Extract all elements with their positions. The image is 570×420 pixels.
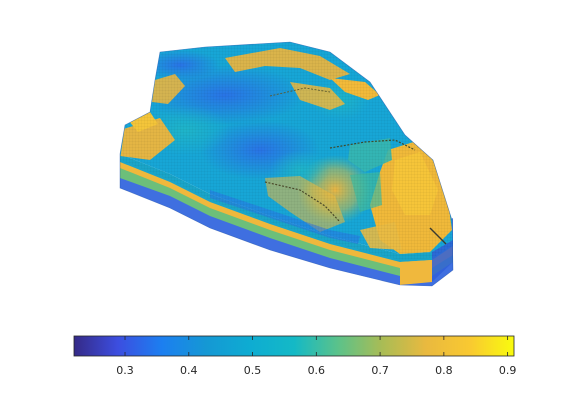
colorbar-tick-label: 0.8 — [435, 364, 453, 377]
fault-ridge-2 — [329, 139, 416, 151]
colorbar-ticks: 0.3 0.4 0.5 0.6 0.7 0.8 0.9 — [116, 336, 516, 377]
colorbar-tick-label: 0.5 — [244, 364, 262, 377]
colorbar-tick-label: 0.4 — [180, 364, 198, 377]
colorbar-gradient — [74, 336, 514, 356]
colorbar: 0.3 0.4 0.5 0.6 0.7 0.8 0.9 — [73, 335, 516, 377]
colorbar-tick-label: 0.6 — [308, 364, 326, 377]
colorbar-frame — [73, 335, 515, 357]
colorbar-tick-label: 0.3 — [116, 364, 134, 377]
fault-ridge-4 — [429, 227, 447, 245]
fault-ridge-1 — [264, 181, 341, 223]
fault-ridge-3 — [269, 87, 331, 97]
colorbar-tick-label: 0.7 — [371, 364, 389, 377]
reservoir-end-face — [400, 260, 432, 285]
reservoir-surface — [119, 41, 454, 287]
colorbar-tick-label: 0.9 — [499, 364, 517, 377]
reservoir-top-colors — [120, 42, 453, 260]
